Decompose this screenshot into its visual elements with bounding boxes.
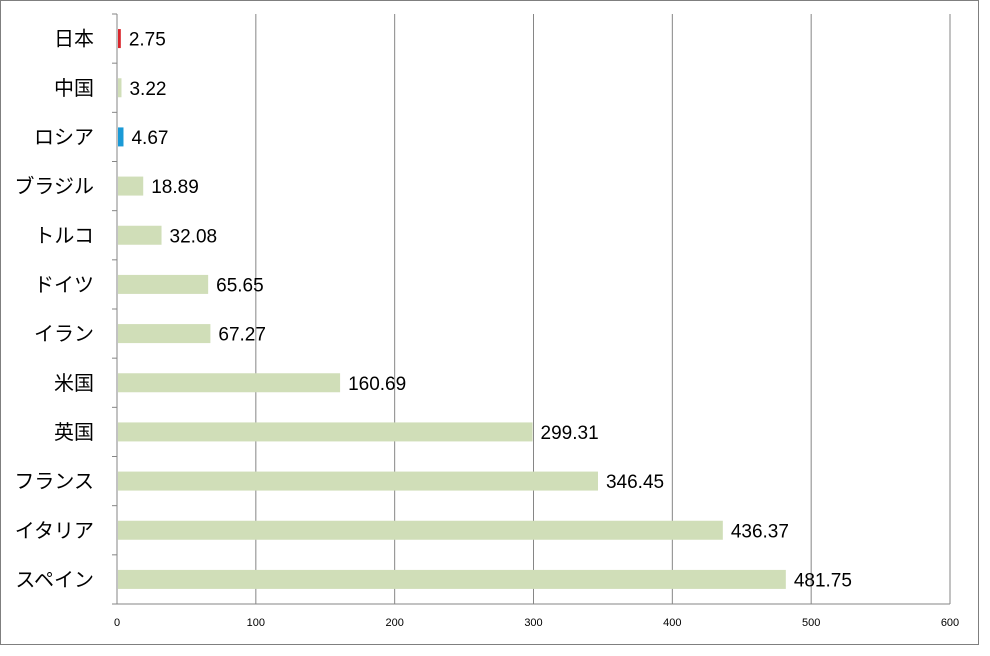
bar xyxy=(118,471,598,491)
category-label: イラン xyxy=(34,322,94,346)
bar xyxy=(118,127,124,147)
bar xyxy=(118,29,121,49)
bar xyxy=(118,373,341,393)
data-label: 4.67 xyxy=(131,128,168,149)
data-label: 346.45 xyxy=(606,472,664,493)
category-label: ドイツ xyxy=(34,272,94,296)
category-label: トルコ xyxy=(34,223,94,247)
x-tick-label: 100 xyxy=(247,617,265,629)
bar xyxy=(118,274,209,294)
bar xyxy=(118,569,786,589)
x-tick-label: 300 xyxy=(524,617,542,629)
x-tick-label: 200 xyxy=(385,617,403,629)
bar xyxy=(118,422,533,442)
data-label: 67.27 xyxy=(218,325,266,346)
category-label: 日本 xyxy=(54,27,94,51)
category-label: ブラジル xyxy=(14,174,94,198)
data-label: 65.65 xyxy=(216,275,264,296)
bar xyxy=(118,176,144,196)
x-tick-label: 500 xyxy=(802,617,820,629)
data-label: 3.22 xyxy=(129,79,166,100)
data-label: 2.75 xyxy=(129,30,166,51)
data-label: 18.89 xyxy=(151,177,199,198)
x-tick-label: 600 xyxy=(941,617,959,629)
data-label: 299.31 xyxy=(541,423,599,444)
x-tick-label: 400 xyxy=(663,617,681,629)
x-tick-label: 0 xyxy=(114,617,120,629)
category-label: 英国 xyxy=(54,420,94,444)
category-label: 中国 xyxy=(54,76,94,100)
category-label: スペイン xyxy=(15,567,94,591)
data-label: 160.69 xyxy=(348,374,406,395)
bar xyxy=(118,324,211,344)
data-label: 32.08 xyxy=(170,226,218,247)
category-label: 米国 xyxy=(54,371,94,395)
bar xyxy=(118,78,122,98)
data-label: 436.37 xyxy=(731,521,789,542)
category-label: ロシア xyxy=(34,125,94,149)
category-label: イタリア xyxy=(15,518,94,542)
bar xyxy=(118,225,162,245)
data-label: 481.75 xyxy=(794,570,852,591)
category-label: フランス xyxy=(14,469,94,493)
bar xyxy=(118,520,723,540)
